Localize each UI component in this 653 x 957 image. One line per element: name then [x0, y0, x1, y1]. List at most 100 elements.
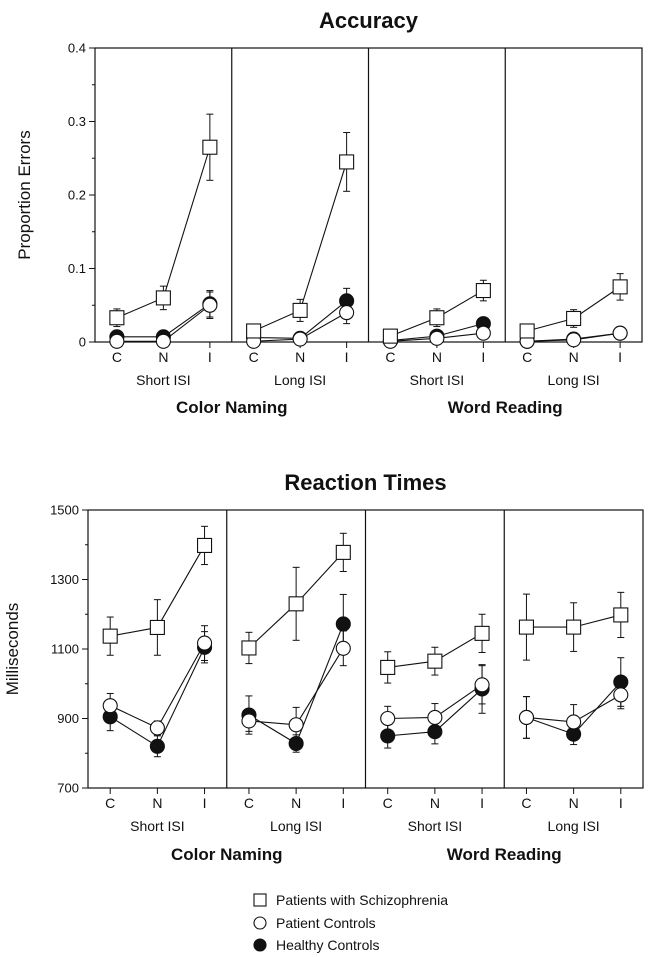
data-point: [155, 290, 171, 306]
x-tick-label: I: [481, 349, 485, 365]
data-point: [427, 709, 443, 726]
data-point: [339, 305, 355, 321]
x-tick-label: C: [249, 349, 259, 365]
data-point: [475, 325, 491, 341]
data-point: [202, 139, 218, 155]
legend-item: Healthy Controls: [253, 937, 380, 953]
condition-label: Long ISI: [274, 372, 326, 388]
y-tick-label: 0.2: [68, 188, 86, 203]
y-tick-label: 0.1: [68, 261, 86, 276]
series-patient-controls: [109, 291, 218, 349]
series-patients-schizophrenia: [380, 613, 490, 684]
chart-accuracy: Accuracy Proportion Errors 0 0.1 0.2 0.3 0.4 C N…: [15, 8, 643, 417]
series-patients-schizophrenia: [241, 532, 351, 665]
data-point: [566, 714, 582, 730]
data-point: [197, 537, 213, 553]
data-point: [202, 297, 218, 313]
data-point: [613, 607, 629, 623]
data-point: [380, 659, 396, 675]
x-tick-label: I: [341, 795, 345, 811]
condition-label: Short ISI: [410, 372, 464, 388]
open-square-icon: [253, 893, 267, 907]
group-label: Word Reading: [447, 845, 562, 864]
y-tick-label: 1100: [51, 642, 79, 657]
y-axis-label: Milliseconds: [3, 603, 22, 696]
panel-3: C N I Short ISI: [367, 48, 491, 388]
group-label: Color Naming: [176, 398, 287, 417]
panel-2: C N I Long ISI: [231, 48, 355, 388]
legend-label: Healthy Controls: [276, 937, 380, 953]
data-point: [155, 333, 171, 349]
data-point: [335, 544, 351, 560]
data-point: [292, 331, 308, 347]
data-point: [246, 323, 262, 339]
open-circle-icon: [253, 916, 267, 930]
y-tick-label: 0: [79, 335, 86, 350]
data-point: [241, 640, 257, 656]
data-point: [149, 619, 165, 636]
x-tick-label: I: [480, 795, 484, 811]
chart-reaction-times: Reaction Times Milliseconds 700 900 1100 1300…: [3, 470, 644, 864]
data-point: [109, 333, 125, 349]
y-tick-label: 1300: [50, 572, 79, 587]
y-tick-label: 1500: [50, 503, 79, 518]
series-patients-schizophrenia: [382, 279, 491, 344]
data-point: [288, 717, 304, 733]
x-tick-label: C: [383, 795, 393, 811]
data-point: [149, 738, 165, 754]
series-patients-schizophrenia: [519, 273, 628, 339]
x-tick-label: C: [112, 349, 122, 365]
data-point: [566, 619, 582, 635]
data-point: [566, 310, 582, 327]
data-point: [149, 720, 165, 736]
x-tick-label: I: [618, 349, 622, 365]
y-axis-label: Proportion Errors: [15, 130, 34, 259]
group-label: Color Naming: [171, 845, 282, 864]
data-point: [519, 323, 535, 339]
group-label: Word Reading: [448, 398, 563, 417]
data-point: [518, 619, 535, 635]
data-point: [380, 710, 396, 727]
legend: Patients with Schizophrenia Patient Contr…: [253, 892, 448, 953]
series-patients-schizophrenia: [102, 525, 213, 656]
x-tick-label: N: [430, 795, 440, 811]
data-point: [429, 310, 445, 326]
data-point: [474, 677, 490, 693]
series-patient-controls: [518, 680, 629, 740]
series-patients-schizophrenia: [109, 113, 218, 328]
x-tick-label: C: [105, 795, 115, 811]
x-tick-label: N: [291, 795, 301, 811]
panel-4: C N I Long ISI: [504, 48, 628, 388]
condition-label: Short ISI: [136, 372, 190, 388]
panel-1: C N I Short ISI: [109, 113, 218, 388]
filled-circle-icon: [253, 938, 267, 952]
data-point: [518, 709, 535, 726]
x-tick-label: C: [521, 795, 531, 811]
condition-label: Long ISI: [548, 372, 600, 388]
condition-label: Long ISI: [270, 818, 322, 834]
x-tick-label: N: [569, 795, 579, 811]
y-tick-label: 0.4: [68, 41, 86, 56]
data-point: [612, 279, 628, 295]
data-point: [474, 625, 490, 641]
data-point: [109, 310, 125, 326]
data-point: [102, 698, 118, 714]
x-tick-label: C: [244, 795, 254, 811]
condition-label: Short ISI: [130, 818, 184, 834]
series-patient-controls: [519, 325, 628, 349]
legend-label: Patient Controls: [276, 915, 376, 931]
x-tick-label: C: [522, 349, 532, 365]
data-point: [382, 328, 398, 344]
series-patient-controls: [102, 625, 213, 736]
data-point: [335, 616, 351, 632]
legend-item: Patients with Schizophrenia: [253, 892, 448, 908]
x-tick-label: N: [152, 795, 162, 811]
panel-3: C N I Short ISI: [364, 510, 490, 834]
x-tick-label: N: [295, 349, 305, 365]
data-point: [197, 635, 213, 651]
x-tick-label: C: [385, 349, 395, 365]
data-point: [335, 640, 351, 656]
y-tick-label: 0.3: [68, 114, 86, 129]
data-point: [612, 325, 628, 341]
